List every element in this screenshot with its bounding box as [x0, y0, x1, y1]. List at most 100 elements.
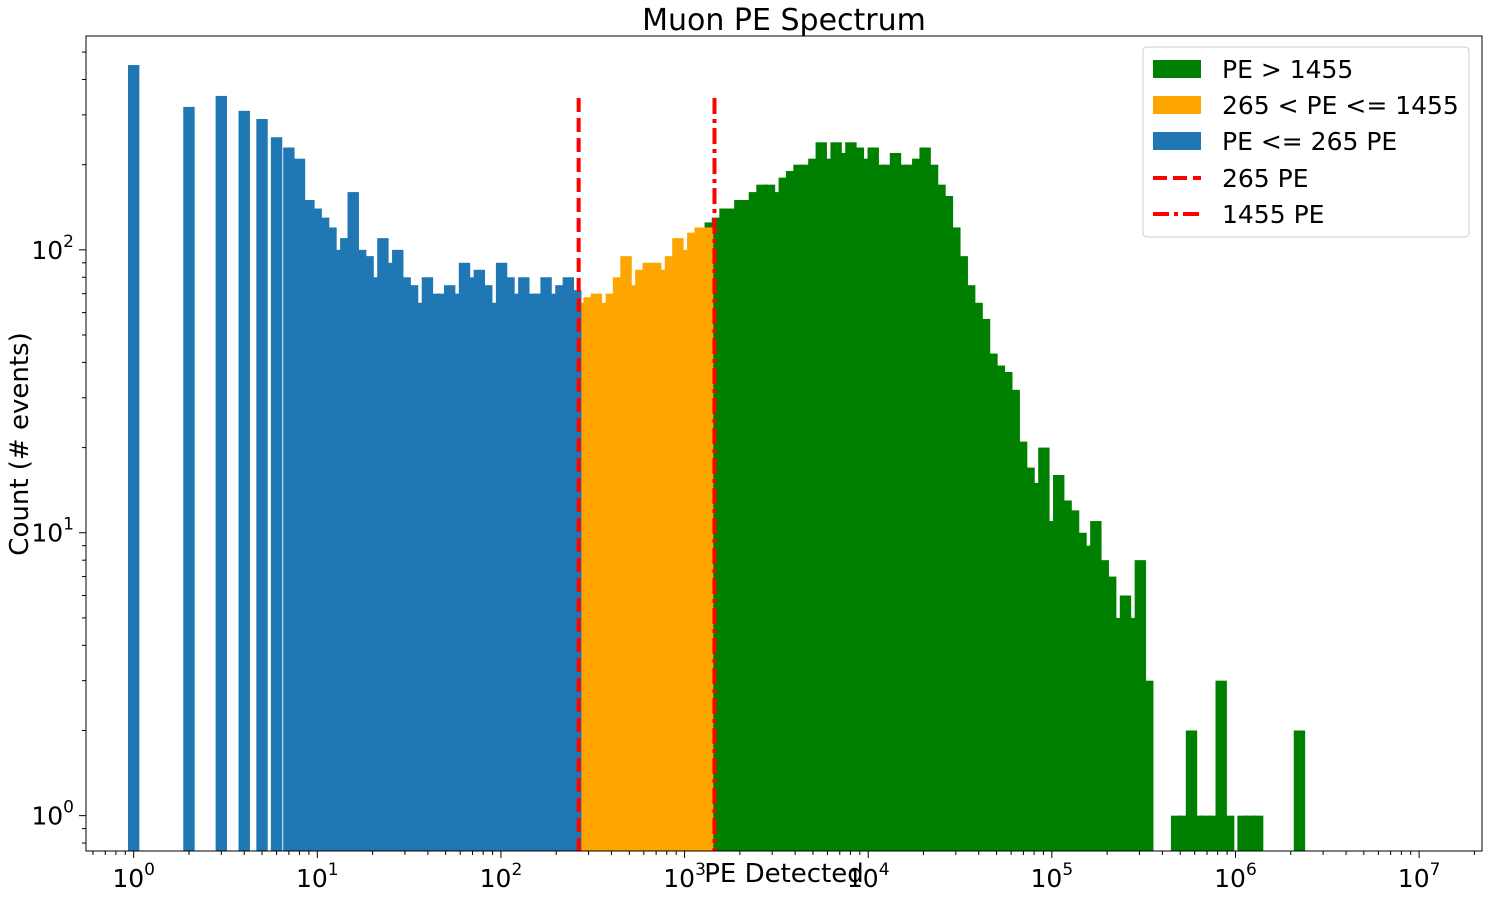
bar-green [1127, 617, 1139, 851]
bar-green [860, 158, 872, 851]
bar-orange [620, 256, 632, 851]
bar-green [1208, 815, 1220, 851]
bar-blue [436, 293, 448, 851]
bar-blue [293, 158, 306, 851]
bar-blue [384, 262, 397, 851]
bar-green [1038, 447, 1050, 851]
bar-green [822, 158, 835, 851]
bar-orange [583, 297, 595, 852]
bar-green [734, 200, 746, 851]
bar-green [852, 147, 865, 851]
bar-blue [510, 293, 523, 851]
bar-green [1134, 560, 1147, 851]
bar-orange [642, 262, 654, 851]
legend-box [1142, 46, 1470, 238]
bar-blue [238, 110, 250, 851]
bar-orange [694, 227, 706, 851]
bar-blue [399, 277, 411, 851]
bar-blue [347, 192, 359, 852]
bar-blue [466, 277, 478, 851]
bar-green [837, 152, 850, 852]
bar-blue [473, 269, 486, 851]
bar-blue [421, 277, 434, 851]
bar-green [1119, 595, 1132, 851]
legend-label-blue: PE <= 265 PE [1222, 127, 1397, 156]
bar-green [874, 164, 887, 851]
bar-green [1060, 500, 1072, 851]
bar-green [986, 353, 998, 851]
bar-blue [503, 277, 515, 851]
bar-green [785, 170, 798, 852]
threshold-lines [576, 98, 717, 851]
bar-green [845, 142, 857, 851]
bar-orange [590, 293, 603, 851]
x-tick-label: 105 [1031, 860, 1074, 893]
bar-blue [547, 293, 560, 851]
histogram-bars [127, 65, 1306, 852]
bar-green [941, 196, 954, 851]
bar-green [830, 142, 842, 851]
bar-blue [443, 285, 456, 851]
legend-swatch-blue [1153, 132, 1201, 150]
legend-label-green: PE > 1455 [1222, 55, 1353, 84]
bar-blue [458, 262, 471, 851]
chart-title: Muon PE Spectrum [642, 3, 926, 38]
bar-blue [317, 217, 330, 852]
bar-blue [377, 238, 389, 851]
plot-frame [85, 35, 1483, 852]
bar-green [912, 158, 924, 851]
bar-blue [183, 106, 195, 852]
bar-green [793, 164, 805, 851]
bar-green [934, 184, 946, 851]
bar-green [956, 256, 968, 851]
bar-blue [555, 285, 567, 851]
bar-green [1030, 482, 1043, 851]
bar-blue [532, 293, 545, 851]
bar-green [1112, 617, 1124, 851]
legend-label-265: 265 PE [1222, 164, 1309, 193]
bar-orange [657, 269, 669, 851]
bar-blue [256, 119, 268, 851]
bar-green [726, 208, 739, 851]
bar-orange [627, 285, 640, 851]
bar-green [778, 177, 790, 851]
bar-green [919, 147, 931, 851]
y-axis-ticks: 100 101 102 [31, 51, 86, 844]
legend: PE > 1455 265 < PE <= 1455 PE <= 265 PE … [1142, 46, 1470, 238]
y-tick-label: 101 [31, 515, 74, 548]
bar-green [1001, 372, 1013, 851]
bar-green [1178, 815, 1190, 851]
legend-label-1455: 1455 PE [1222, 200, 1324, 229]
bar-green [763, 184, 776, 851]
bar-blue [488, 302, 500, 851]
bar-blue [303, 200, 315, 851]
legend-label-orange: 265 < PE <= 1455 [1222, 91, 1459, 120]
bar-blue [270, 137, 283, 851]
bar-green [897, 164, 909, 851]
bar-green [800, 164, 813, 851]
bar-green [1293, 730, 1306, 851]
bar-green [1170, 815, 1183, 851]
bar-green [1215, 680, 1227, 851]
bar-green [1200, 815, 1213, 851]
bar-orange [575, 302, 588, 851]
bar-green [1222, 815, 1235, 851]
bar-orange [679, 249, 692, 852]
bar-orange [635, 269, 647, 851]
bar-green [1075, 532, 1087, 851]
y-axis-label: Count (# events) [5, 332, 35, 555]
bar-green [882, 164, 894, 851]
bar-blue [429, 293, 441, 851]
bar-green [1090, 521, 1102, 851]
bar-blue [518, 277, 530, 851]
bar-green [1193, 815, 1205, 851]
bar-green [748, 192, 761, 852]
bar-blue [310, 208, 322, 851]
bar-green [815, 142, 827, 851]
bar-orange [612, 277, 625, 851]
bar-green [1142, 680, 1154, 851]
bar-green [971, 302, 983, 851]
bar-green [1008, 389, 1020, 851]
bar-orange [598, 302, 610, 851]
